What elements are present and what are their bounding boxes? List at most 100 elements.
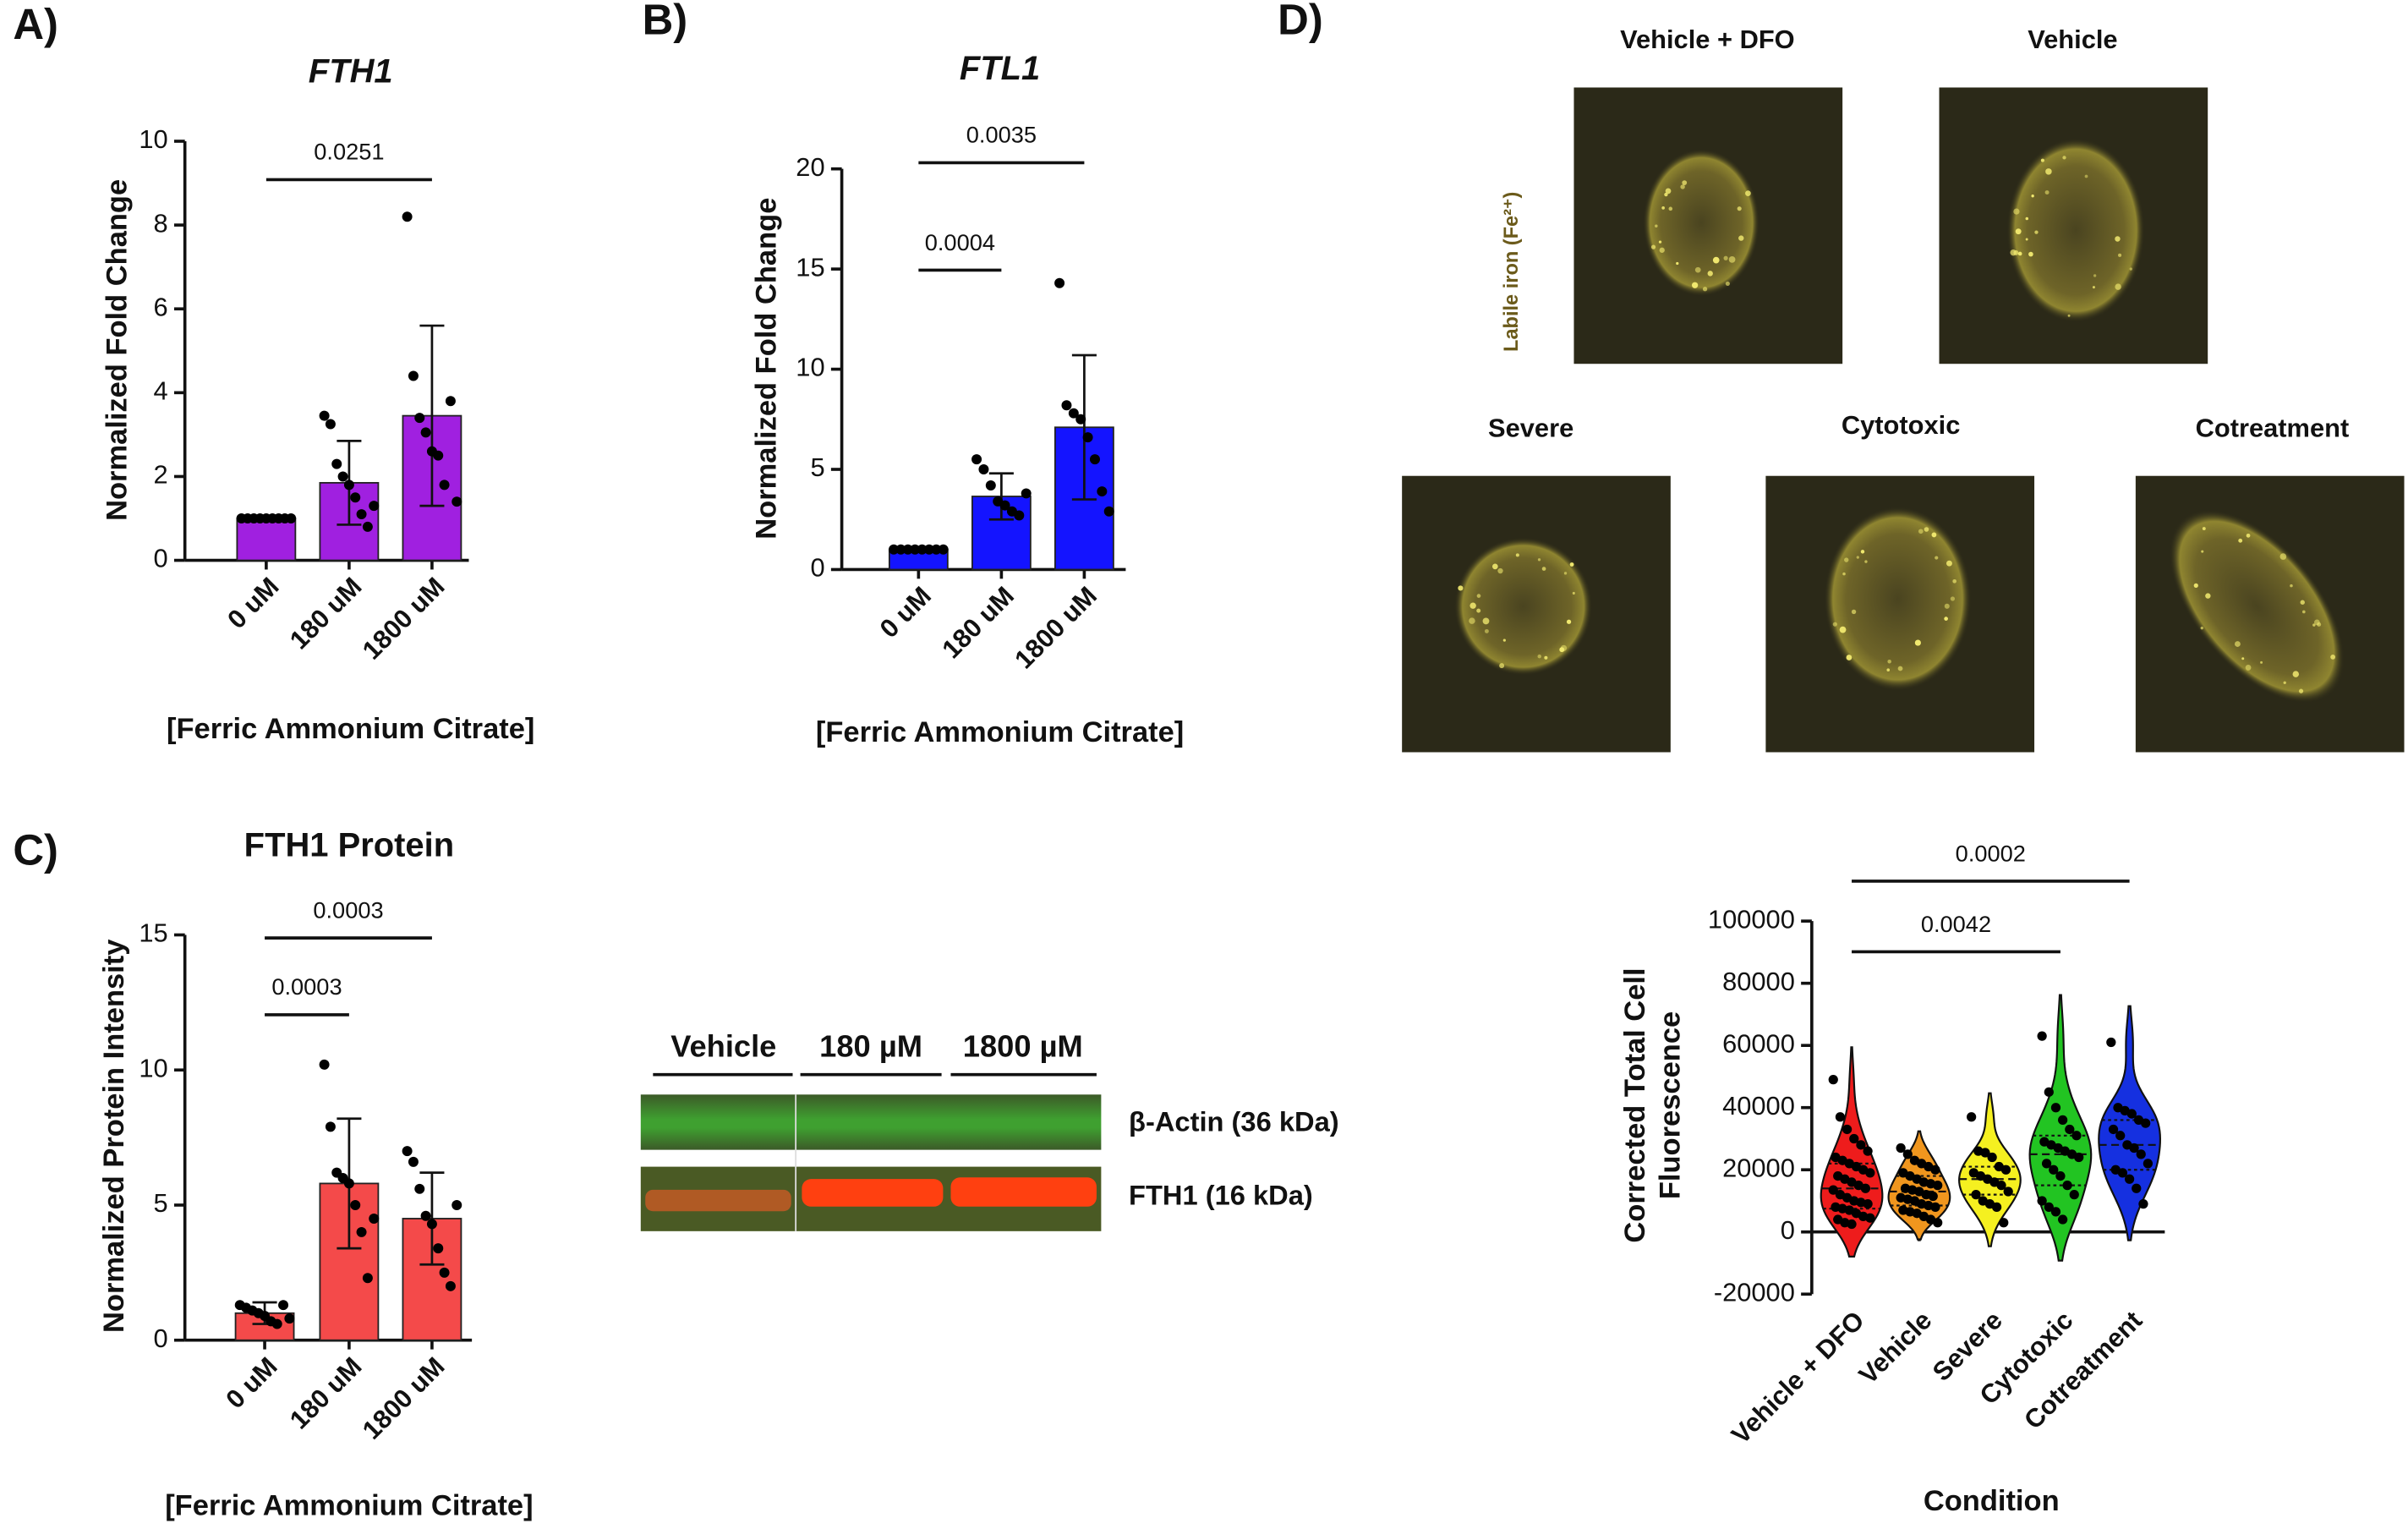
data-point: [445, 396, 456, 407]
data-point: [1835, 1112, 1846, 1122]
data-point: [1014, 510, 1025, 521]
data-point: [325, 419, 336, 430]
data-point: [286, 513, 297, 524]
image-title: Cytotoxic: [1842, 410, 1961, 440]
speckle: [1491, 563, 1498, 570]
data-point: [917, 544, 928, 555]
speckle: [2129, 267, 2132, 271]
data-point: [1865, 1168, 1875, 1178]
data-point: [2071, 1131, 2082, 1141]
y-tick-label: 10: [139, 1053, 167, 1082]
data-point: [1856, 1140, 1866, 1150]
x-axis-label: [Ferric Ammonium Citrate]: [167, 713, 534, 745]
speckle: [1897, 666, 1903, 671]
speckle: [1469, 617, 1475, 624]
significance-label: 0.0004: [925, 229, 995, 255]
data-point: [985, 480, 996, 490]
significance-label: 0.0003: [313, 896, 383, 923]
data-point: [889, 544, 900, 555]
data-point: [971, 454, 982, 465]
data-point: [420, 427, 431, 438]
data-point: [999, 500, 1010, 511]
y-tick-label: 5: [154, 1188, 168, 1218]
y-axis-label: Normalized Protein Intensity: [98, 940, 130, 1333]
x-tick-label: 1800 uM: [357, 572, 451, 666]
speckle: [2290, 584, 2293, 588]
violin: [2098, 1005, 2161, 1241]
speckle: [1658, 240, 1662, 244]
x-axis-label: [Ferric Ammonium Citrate]: [816, 716, 1184, 748]
lane-label: 180 µM: [819, 1028, 922, 1063]
data-point: [1996, 1180, 2006, 1191]
speckle: [1935, 556, 1939, 560]
speckle: [2025, 216, 2029, 221]
image-title: Severe: [1488, 413, 1573, 442]
speckle: [1832, 622, 1837, 627]
data-point: [2126, 1109, 2137, 1119]
speckle: [2312, 623, 2316, 627]
y-tick-label: 10: [139, 124, 167, 154]
data-point: [343, 480, 354, 490]
speckle: [1541, 567, 1546, 571]
speckle: [2193, 583, 2198, 589]
speckle: [2115, 283, 2121, 290]
data-point: [433, 1243, 444, 1254]
y-tick-label: 0: [154, 544, 168, 573]
data-point: [2108, 1124, 2119, 1135]
bar: [236, 518, 297, 562]
speckle: [1566, 619, 1572, 624]
data-point: [369, 1213, 380, 1224]
violin: [1958, 1092, 2022, 1247]
speckle: [2115, 236, 2121, 242]
speckle: [2200, 626, 2203, 630]
data-point: [414, 413, 425, 424]
speckle: [1851, 609, 1857, 615]
data-point: [2044, 1087, 2054, 1097]
speckle: [1839, 626, 1847, 633]
data-point: [331, 458, 342, 469]
speckle: [1469, 602, 1476, 609]
significance-label: 0.0003: [271, 973, 342, 1000]
speckle: [1664, 192, 1668, 197]
microscopy-panel: Vehicle + DFO Vehicle Severe Cytotoxic Cotre…: [1402, 25, 2405, 753]
data-point: [420, 1210, 431, 1221]
chart-title: FTL1: [960, 50, 1040, 87]
speckle: [2015, 228, 2022, 235]
speckle: [1887, 659, 1891, 664]
data-point: [1933, 1218, 1943, 1228]
y-tick-label: 20000: [1722, 1153, 1795, 1182]
data-point: [271, 1318, 282, 1329]
speckle: [1745, 190, 1751, 196]
speckle: [1537, 654, 1541, 659]
image-title: Cotreatment: [2196, 413, 2350, 442]
data-point: [319, 410, 330, 421]
speckle: [1665, 188, 1672, 195]
speckle: [1569, 562, 1574, 567]
speckle: [1918, 529, 1924, 534]
data-point: [1097, 486, 1108, 497]
speckle: [1924, 527, 1929, 532]
data-point: [1928, 1191, 1938, 1202]
data-point: [2041, 1159, 2052, 1169]
speckle: [1499, 663, 1505, 669]
speckle: [2279, 553, 2287, 560]
speckle: [1559, 647, 1565, 653]
data-point: [895, 544, 906, 555]
lane-label: 1800 µM: [963, 1028, 1083, 1063]
speckle: [2283, 681, 2286, 684]
speckle: [1856, 556, 1859, 559]
speckle: [1886, 668, 1891, 671]
cell: [2006, 138, 2145, 323]
data-point: [2058, 1115, 2068, 1126]
x-tick-label: 0 uM: [220, 1351, 282, 1414]
data-point: [2065, 1124, 2075, 1135]
data-point: [2138, 1199, 2148, 1209]
data-point: [1089, 454, 1100, 465]
speckle: [1931, 532, 1937, 538]
speckle: [2062, 156, 2066, 160]
data-point: [402, 1146, 413, 1157]
speckle: [1944, 603, 1950, 609]
speckle: [2031, 195, 2034, 198]
speckle: [1950, 596, 1956, 601]
image-title: Vehicle + DFO: [1620, 25, 1795, 54]
